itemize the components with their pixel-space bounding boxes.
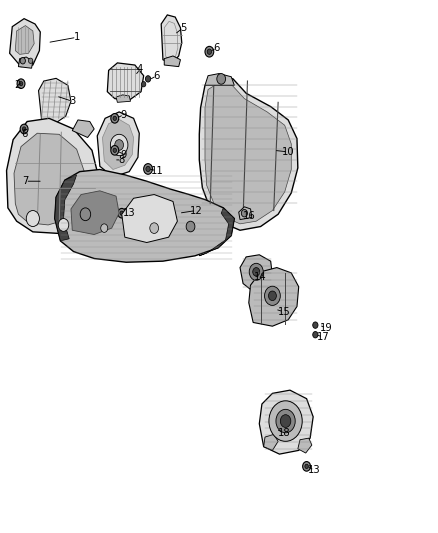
Text: 13: 13 bbox=[123, 208, 135, 218]
Polygon shape bbox=[298, 438, 312, 453]
Circle shape bbox=[280, 415, 291, 427]
Circle shape bbox=[120, 211, 124, 215]
Polygon shape bbox=[55, 175, 77, 241]
Polygon shape bbox=[18, 57, 33, 68]
Circle shape bbox=[265, 286, 280, 305]
Text: 15: 15 bbox=[277, 307, 290, 317]
Polygon shape bbox=[107, 63, 144, 100]
Text: 18: 18 bbox=[278, 428, 290, 438]
Polygon shape bbox=[164, 56, 180, 67]
Circle shape bbox=[101, 224, 108, 232]
Text: 1: 1 bbox=[74, 33, 80, 42]
Text: 3: 3 bbox=[69, 96, 75, 106]
Text: 7: 7 bbox=[22, 176, 28, 186]
Polygon shape bbox=[259, 390, 313, 454]
Polygon shape bbox=[122, 195, 177, 243]
Circle shape bbox=[111, 114, 119, 123]
Text: 10: 10 bbox=[282, 147, 294, 157]
Circle shape bbox=[111, 146, 119, 155]
Circle shape bbox=[313, 322, 318, 328]
Polygon shape bbox=[116, 95, 131, 102]
Polygon shape bbox=[72, 120, 94, 138]
Circle shape bbox=[253, 268, 260, 276]
Circle shape bbox=[28, 58, 33, 63]
Circle shape bbox=[118, 208, 126, 218]
Text: 5: 5 bbox=[180, 23, 186, 33]
Polygon shape bbox=[14, 133, 85, 225]
Circle shape bbox=[276, 409, 295, 433]
Text: 11: 11 bbox=[150, 166, 163, 175]
Polygon shape bbox=[239, 207, 252, 220]
Circle shape bbox=[113, 148, 117, 152]
Polygon shape bbox=[39, 78, 71, 124]
Text: 4: 4 bbox=[137, 64, 143, 74]
Polygon shape bbox=[199, 76, 298, 230]
Circle shape bbox=[249, 263, 263, 280]
Text: 6: 6 bbox=[154, 71, 160, 80]
Circle shape bbox=[205, 46, 214, 57]
Circle shape bbox=[145, 76, 151, 82]
Circle shape bbox=[144, 164, 152, 174]
Polygon shape bbox=[10, 19, 40, 67]
Circle shape bbox=[146, 166, 150, 172]
Circle shape bbox=[17, 79, 25, 88]
Text: 12: 12 bbox=[190, 206, 203, 215]
Polygon shape bbox=[55, 169, 234, 262]
Polygon shape bbox=[205, 83, 291, 224]
Polygon shape bbox=[7, 118, 99, 233]
Polygon shape bbox=[240, 255, 272, 290]
Polygon shape bbox=[102, 119, 134, 169]
Polygon shape bbox=[97, 112, 139, 177]
Text: 9: 9 bbox=[121, 150, 127, 159]
Circle shape bbox=[20, 58, 25, 64]
Circle shape bbox=[241, 209, 247, 217]
Text: 9: 9 bbox=[121, 110, 127, 119]
Circle shape bbox=[186, 221, 195, 232]
Circle shape bbox=[110, 134, 128, 156]
Polygon shape bbox=[15, 26, 34, 54]
Polygon shape bbox=[199, 208, 234, 256]
Polygon shape bbox=[161, 15, 182, 64]
Circle shape bbox=[207, 49, 212, 54]
Circle shape bbox=[305, 464, 308, 469]
Text: 14: 14 bbox=[254, 272, 267, 282]
Text: 6: 6 bbox=[214, 43, 220, 53]
Circle shape bbox=[268, 291, 276, 301]
Circle shape bbox=[20, 124, 28, 134]
Text: 2: 2 bbox=[14, 80, 21, 90]
Text: 13: 13 bbox=[308, 465, 321, 475]
Circle shape bbox=[19, 82, 23, 86]
Circle shape bbox=[303, 462, 311, 471]
Text: 16: 16 bbox=[242, 211, 255, 221]
Polygon shape bbox=[205, 74, 234, 85]
Circle shape bbox=[313, 332, 318, 338]
Polygon shape bbox=[264, 434, 278, 450]
Text: 17: 17 bbox=[317, 332, 330, 342]
Circle shape bbox=[58, 219, 69, 231]
Circle shape bbox=[22, 127, 26, 131]
Text: 19: 19 bbox=[320, 323, 333, 333]
Polygon shape bbox=[71, 191, 119, 235]
Circle shape bbox=[80, 208, 91, 221]
Polygon shape bbox=[249, 268, 299, 326]
Circle shape bbox=[269, 401, 302, 441]
Circle shape bbox=[26, 211, 39, 227]
Text: 6: 6 bbox=[21, 130, 27, 139]
Circle shape bbox=[150, 223, 159, 233]
Circle shape bbox=[217, 74, 226, 84]
Circle shape bbox=[113, 116, 117, 120]
Circle shape bbox=[141, 82, 146, 87]
Text: 8: 8 bbox=[119, 155, 125, 165]
Circle shape bbox=[115, 140, 124, 150]
